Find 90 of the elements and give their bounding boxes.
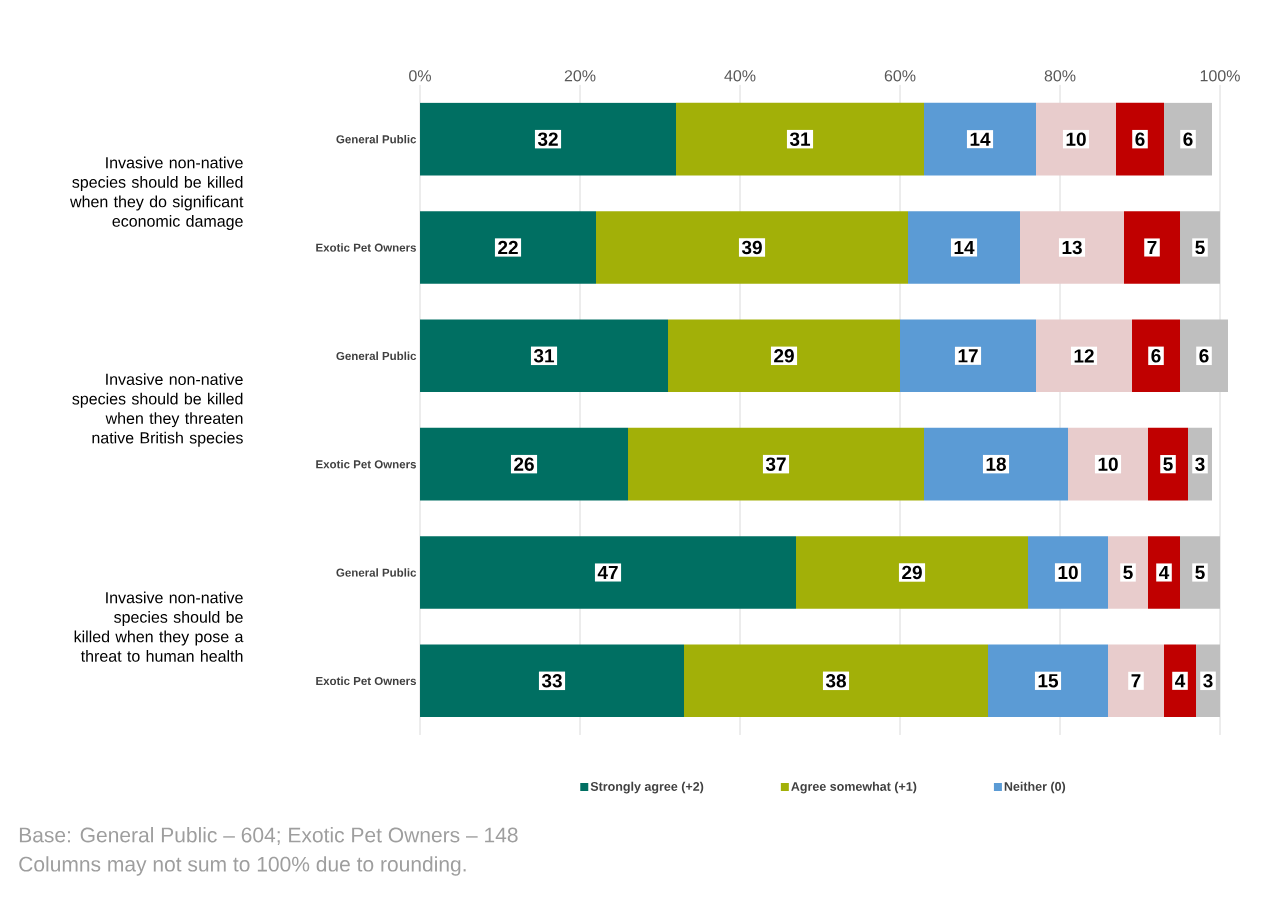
data-label: 31 [533, 349, 555, 363]
bar [1164, 644, 1197, 718]
y-tick-label: General Public [336, 351, 417, 361]
bar [676, 102, 925, 176]
y-tick-label: Exotic Pet Owners [316, 459, 416, 469]
data-label: 6 [1135, 132, 1145, 146]
data-label: 5 [1163, 457, 1173, 471]
data-label: 7 [1131, 674, 1141, 688]
bar [420, 319, 669, 393]
bar [1180, 536, 1220, 609]
x-tick-label: 0% [409, 70, 431, 82]
data-label: 3 [1195, 457, 1205, 471]
bar [988, 644, 1109, 718]
text: Invasive non-native species should be killed when they pose a threat to human health [74, 591, 244, 662]
bar [1164, 102, 1212, 176]
data-label: 26 [514, 457, 534, 471]
data-label: 39 [741, 240, 762, 255]
data-label: 15 [1038, 674, 1059, 688]
bar [1148, 536, 1180, 609]
bar [900, 319, 1036, 393]
bar [1036, 102, 1116, 176]
data-label: 29 [902, 565, 922, 580]
data-label: 12 [1074, 349, 1094, 363]
bar [1124, 211, 1180, 284]
data-label: 10 [1098, 457, 1118, 471]
data-label: 5 [1195, 565, 1205, 580]
bar [420, 644, 685, 718]
data-label: 5 [1123, 565, 1133, 580]
bar [628, 427, 925, 501]
data-label: 14 [970, 132, 991, 146]
y-tick-label: Exotic Pet Owners [316, 676, 416, 686]
bar [1036, 319, 1133, 393]
data-label: 17 [958, 349, 978, 363]
x-tick-label: 60% [884, 70, 916, 82]
bar [420, 102, 676, 176]
data-label: 6 [1151, 349, 1161, 363]
bar [1108, 536, 1148, 609]
data-label: 3 [1203, 674, 1213, 688]
data-label: 7 [1147, 240, 1157, 255]
data-label: 18 [986, 457, 1006, 471]
y-tick-label: Exotic Pet Owners [316, 243, 416, 252]
bar [1180, 319, 1228, 393]
bar [1020, 211, 1124, 284]
bar [1068, 427, 1148, 501]
text: Invasive non-native species should be killed when they do significant economic damage [70, 156, 244, 230]
bar [420, 427, 629, 501]
data-label: 37 [765, 457, 786, 471]
bar [668, 319, 901, 393]
data-label: 14 [954, 240, 975, 255]
y-tick-label: General Public [336, 134, 417, 144]
data-label: 22 [498, 240, 518, 255]
data-label: 33 [541, 674, 562, 688]
bar [1148, 427, 1188, 501]
x-tick-label: 80% [1044, 70, 1076, 82]
x-tick-label: 20% [564, 70, 596, 82]
data-label: 32 [537, 132, 558, 146]
data-label: 6 [1199, 349, 1209, 363]
x-tick-label: 100% [1200, 70, 1240, 82]
data-label: 4 [1175, 674, 1186, 688]
data-label: 47 [597, 565, 618, 580]
data-label: 5 [1195, 240, 1205, 255]
bar [924, 427, 1069, 501]
data-label: 31 [789, 132, 811, 146]
data-label: 13 [1062, 240, 1082, 255]
data-label: 4 [1159, 565, 1170, 580]
bar [1116, 102, 1164, 176]
bar [908, 211, 1020, 284]
data-label: 29 [774, 349, 794, 363]
x-tick-label: 40% [724, 70, 756, 82]
bar [1108, 644, 1164, 718]
data-label: 10 [1058, 565, 1078, 580]
bar [796, 536, 1029, 609]
bar [420, 211, 597, 284]
legend-label: Agree somewhat (+1) [791, 781, 917, 794]
bar [1028, 536, 1109, 609]
data-label: 10 [1066, 132, 1086, 146]
bar [596, 211, 908, 284]
bar [420, 536, 797, 609]
text: Invasive non-native species should be killed when they threaten native British species [72, 373, 243, 447]
bar [1180, 211, 1220, 284]
data-label: 6 [1183, 132, 1193, 146]
text: Columns may not sum to 100% due to rounding. [19, 856, 466, 876]
data-label: 38 [825, 674, 846, 688]
y-tick-label: General Public [336, 568, 417, 577]
bar [924, 102, 1036, 176]
text: Base: General Public – 604; Exotic Pet Owners – 148 [19, 827, 518, 845]
legend-label: Neither (0) [1004, 781, 1066, 794]
legend-label: Strongly agree (+2) [590, 781, 704, 794]
bar [1132, 319, 1180, 393]
bar [684, 644, 988, 718]
